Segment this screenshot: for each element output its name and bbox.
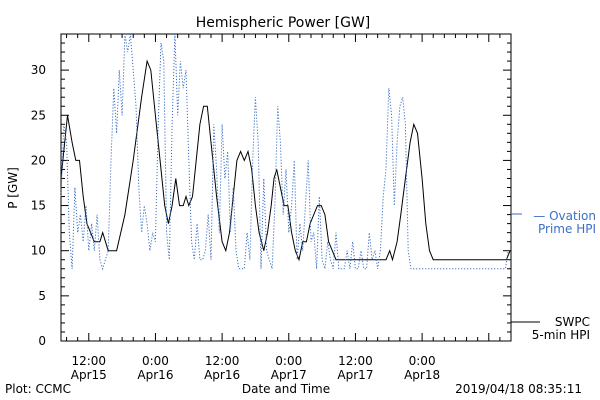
legend-ovation: — Ovation Prime HPI: [511, 209, 596, 236]
x-tick-date: Apr17: [271, 368, 307, 382]
legend-ovation-line2: Prime HPI: [538, 222, 596, 236]
legend-swpc: SWPC 5-min HPI: [511, 315, 590, 342]
y-tick-label: 20: [31, 153, 46, 167]
plot-frame: [60, 33, 512, 342]
x-tick-date: Apr16: [137, 368, 173, 382]
x-tick-time: 12:00: [205, 354, 240, 368]
y-tick-label: 30: [31, 63, 46, 77]
x-tick-time: 0:00: [142, 354, 169, 368]
series-layer: [60, 33, 511, 271]
footer-left: Plot: CCMC: [5, 382, 71, 396]
legend-swpc-line1: SWPC: [555, 315, 590, 329]
legend-ovation-line1: — Ovation: [533, 209, 596, 223]
y-axis: 0 5 10 15 20 25 30: [31, 33, 511, 348]
x-tick-date: Apr16: [204, 368, 240, 382]
x-tick-date: Apr17: [337, 368, 373, 382]
swpc-hpi-line: [60, 59, 511, 262]
x-tick-date: Apr15: [71, 368, 107, 382]
x-tick-time: 0:00: [275, 354, 302, 368]
y-tick-label: 5: [38, 289, 46, 303]
y-tick-label: 25: [31, 108, 46, 122]
x-tick-time: 0:00: [409, 354, 436, 368]
footer-right: 2019/04/18 08:35:11: [455, 382, 582, 396]
x-tick-time: 12:00: [338, 354, 373, 368]
x-axis-label: Date and Time: [242, 382, 330, 396]
y-axis-label: P [GW]: [6, 167, 20, 209]
x-tick-time: 12:00: [71, 354, 106, 368]
y-tick-label: 10: [31, 244, 46, 258]
y-tick-label: 15: [31, 199, 46, 213]
y-tick-label: 0: [38, 334, 46, 348]
legend-swpc-line2: 5-min HPI: [532, 328, 590, 342]
x-tick-date: Apr18: [404, 368, 440, 382]
x-axis: 12:00Apr150:00Apr1612:00Apr160:00Apr1712…: [66, 34, 512, 382]
ovation-prime-hpi-line: [60, 33, 509, 271]
chart-title: Hemispheric Power [GW]: [196, 15, 371, 31]
